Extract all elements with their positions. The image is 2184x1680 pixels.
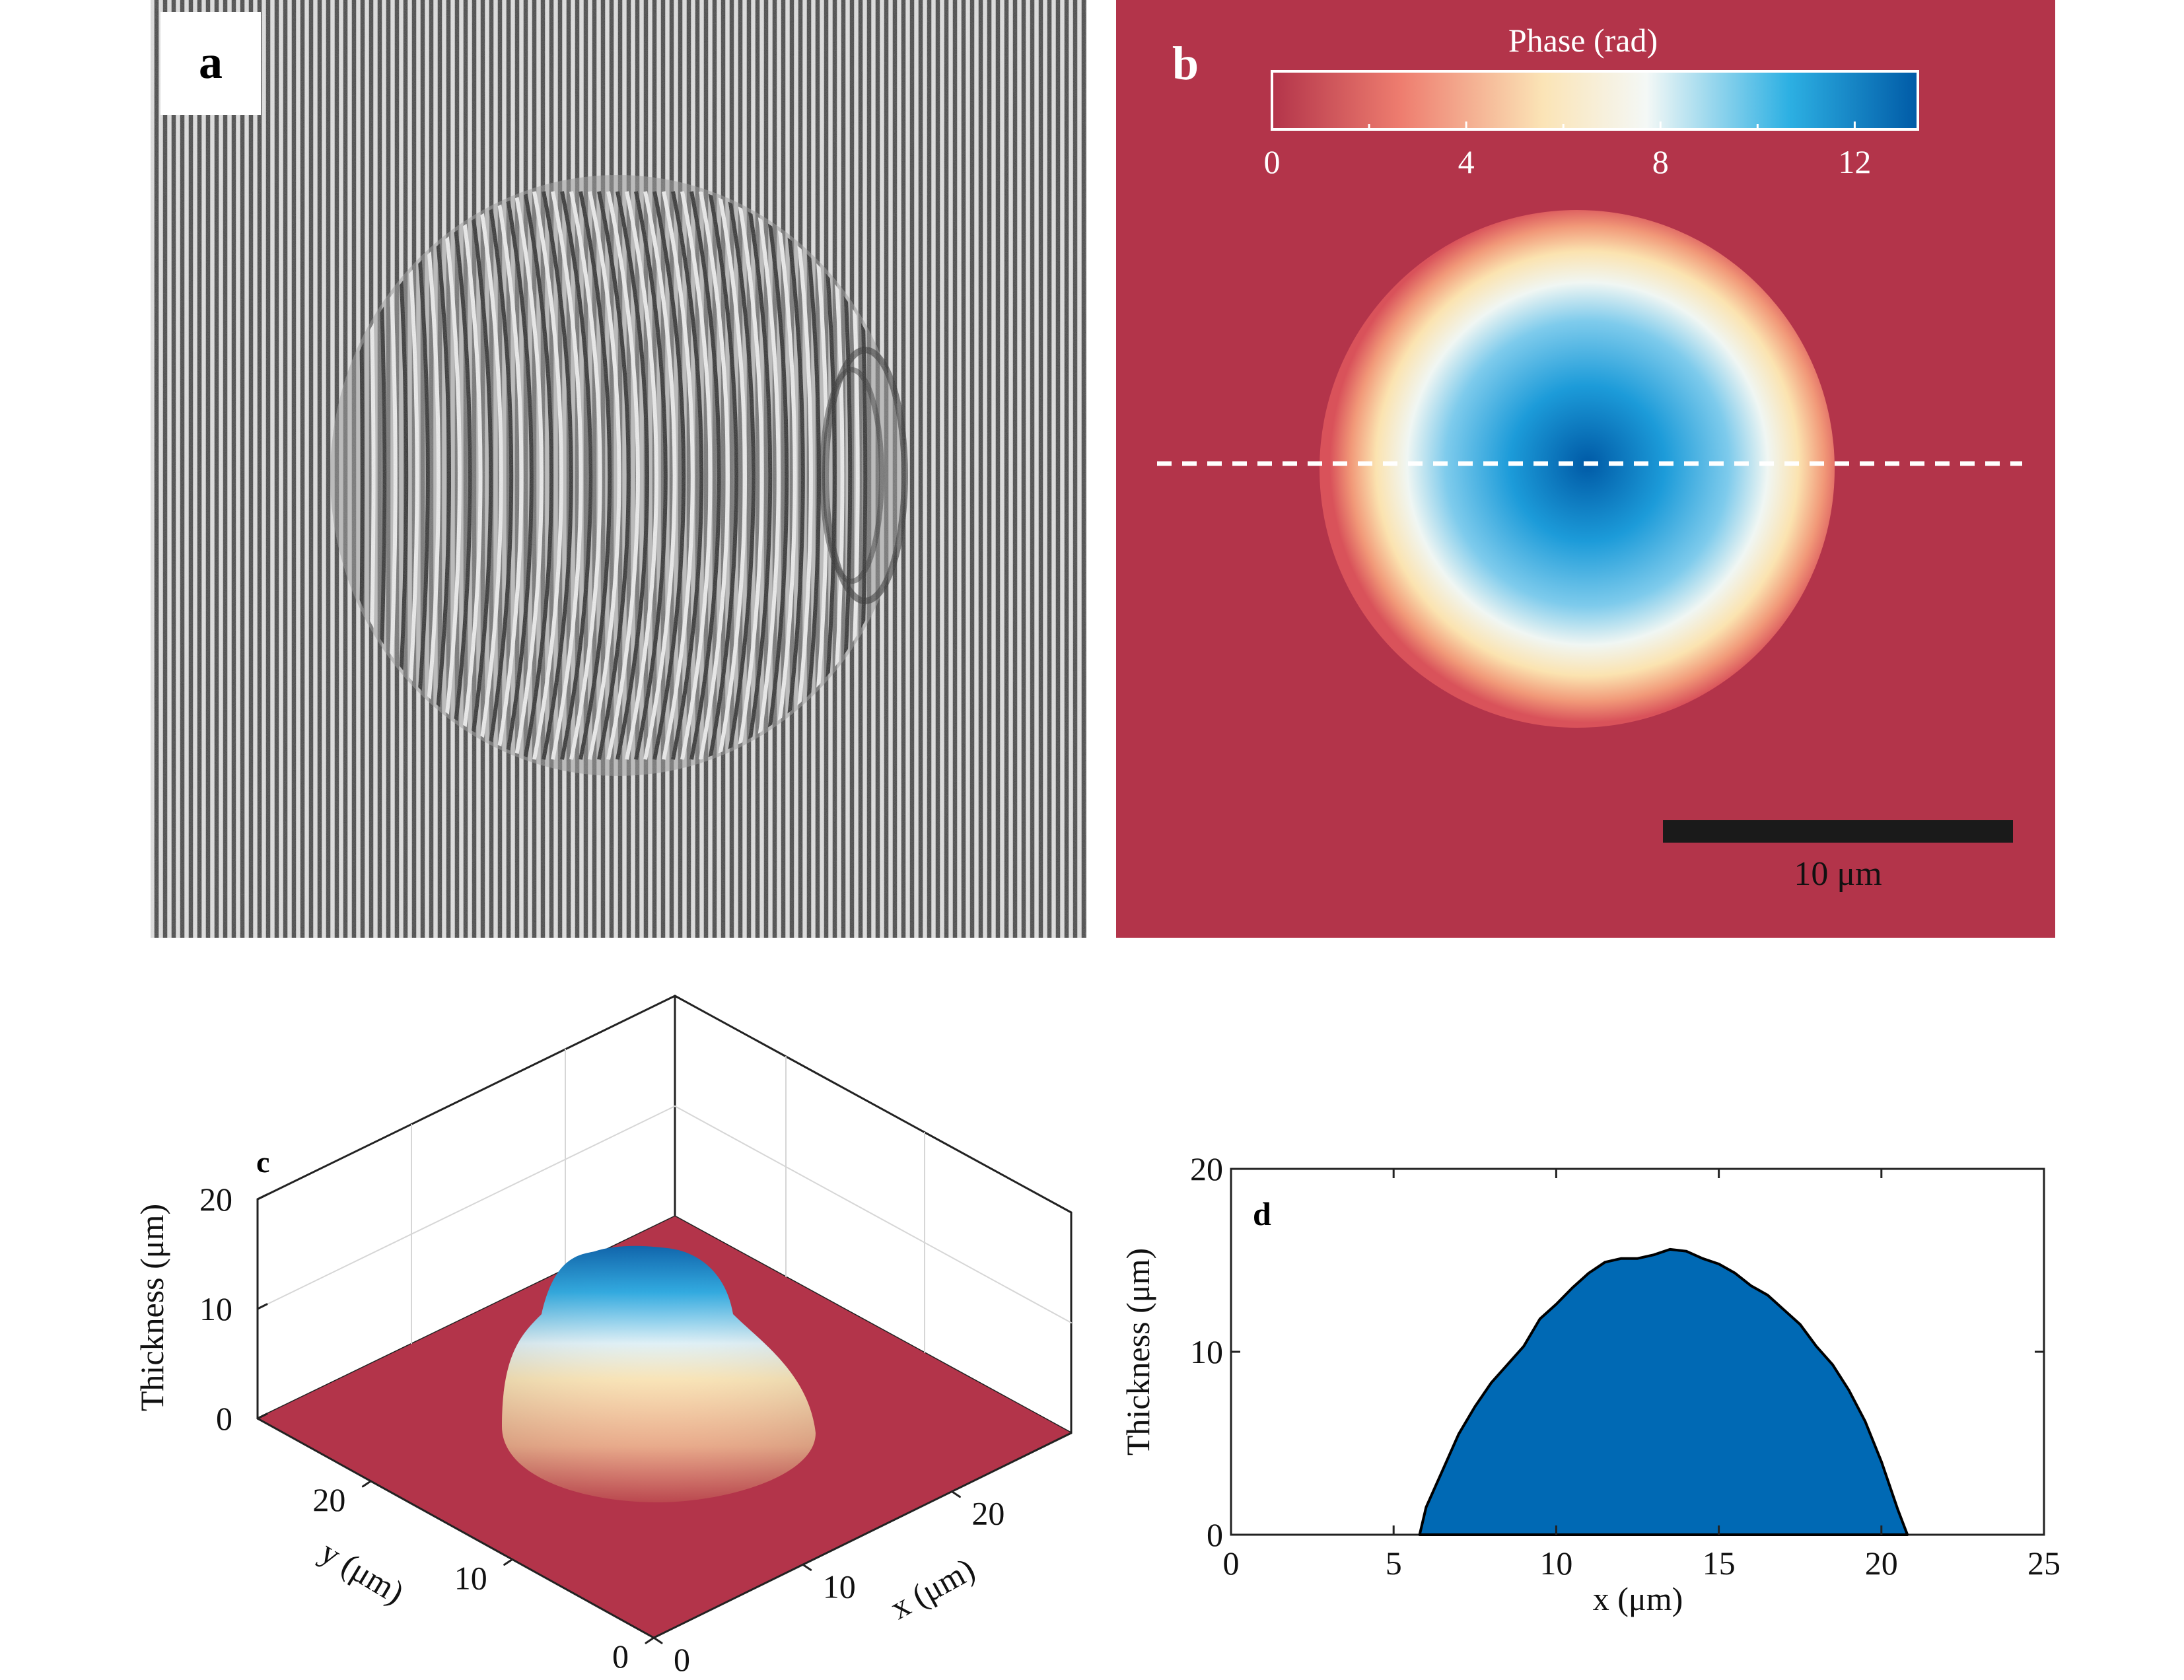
3d-grid (257, 1049, 1072, 1353)
panel-c-ylabel: y (μm) (314, 1533, 411, 1611)
y-tick (645, 1636, 655, 1644)
y-tick-label: 0 (612, 1638, 629, 1675)
d-y-tick-label: 20 (1190, 1150, 1223, 1187)
panel-c: c Thickness (μm) y (μm) x (μm) 201000102… (133, 995, 1073, 1678)
d-y-tick-label: 0 (1207, 1516, 1223, 1553)
colorbar-tick-label: 12 (1838, 143, 1871, 180)
panel-c-xlabel: x (μm) (884, 1551, 981, 1627)
y-tick (361, 1480, 372, 1488)
y-tick (503, 1558, 514, 1566)
panel-c-zlabel: Thickness (μm) (133, 1204, 170, 1411)
panel-d-ylabel: Thickness (μm) (1119, 1248, 1156, 1455)
scale-bar (1663, 820, 2013, 843)
x-tick (950, 1490, 961, 1498)
y-tick-label: 20 (312, 1481, 345, 1518)
panel-a-label: a (199, 36, 223, 88)
y-tick-label: 10 (454, 1559, 487, 1596)
colorbar-ticks: 0 4 8 12 (1264, 122, 1871, 180)
panel-d-label: d (1253, 1195, 1271, 1232)
z-tick (256, 1193, 268, 1201)
z-tick-label: 10 (199, 1290, 232, 1327)
panel-a-label-box (160, 12, 261, 115)
colorbar-title: Phase (rad) (1508, 22, 1658, 59)
panel-a: a (151, 0, 1087, 938)
d-x-tick-label: 15 (1703, 1545, 1736, 1582)
z-tick (256, 1413, 268, 1420)
interferogram-image (151, 0, 1087, 938)
d-x-tick-label: 25 (2027, 1545, 2061, 1582)
phase-dome (1320, 210, 1835, 728)
d-x-tick-label: 10 (1539, 1545, 1572, 1582)
panel-d-xlabel: x (μm) (1593, 1580, 1683, 1617)
panel-c-ticks (256, 1193, 961, 1644)
d-x-tick-label: 5 (1386, 1545, 1402, 1582)
panel-c-tick-labels: 20 10 0 0 10 20 0 10 20 (199, 1181, 1004, 1678)
thickness-profile-area (1418, 1247, 1909, 1536)
scale-bar-label: 10 μm (1794, 855, 1882, 893)
panel-b: b Phase (rad) 0 4 8 12 10 μm (1116, 0, 2055, 938)
x-tick (652, 1636, 663, 1644)
x-tick-label: 20 (971, 1495, 1004, 1532)
colorbar-tick-label: 4 (1458, 143, 1475, 180)
z-tick-label: 0 (216, 1400, 232, 1437)
d-x-tick-label: 0 (1223, 1545, 1240, 1582)
panel-b-label: b (1172, 37, 1199, 90)
x-tick (802, 1563, 812, 1571)
panel-c-label: c (256, 1145, 269, 1179)
panel-d: 0 5 10 15 20 25 0 10 20 d x (μm) Thickness (μm) (1119, 1150, 2061, 1617)
d-x-tick-label: 20 (1865, 1545, 1898, 1582)
colorbar: Phase (rad) 0 4 8 12 (1264, 22, 1919, 180)
colorbar-gradient (1271, 70, 1919, 131)
z-tick (256, 1303, 268, 1310)
3d-dome-surface (502, 1245, 816, 1502)
colorbar-tick-label: 0 (1264, 143, 1281, 180)
x-tick-label: 10 (823, 1568, 856, 1605)
z-tick-label: 20 (199, 1181, 232, 1218)
panel-d-ticks: 0 5 10 15 20 25 0 10 20 (1190, 1150, 2061, 1582)
x-tick-label: 0 (674, 1641, 690, 1678)
colorbar-tick-label: 8 (1652, 143, 1669, 180)
3d-front-edges (256, 1417, 1073, 1639)
d-y-tick-label: 10 (1190, 1333, 1223, 1370)
